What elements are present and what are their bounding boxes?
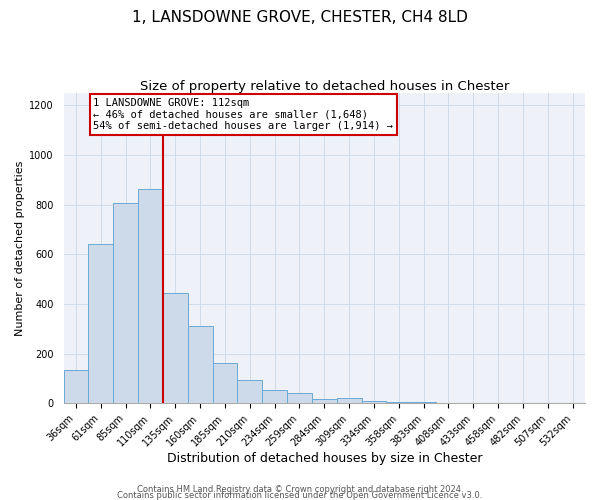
Text: Contains public sector information licensed under the Open Government Licence v3: Contains public sector information licen… (118, 490, 482, 500)
Bar (312, 400, 337, 403)
Text: 1 LANSDOWNE GROVE: 112sqm
← 46% of detached houses are smaller (1,648)
54% of se: 1 LANSDOWNE GROVE: 112sqm ← 46% of detac… (94, 98, 394, 131)
Bar (88, 244, 113, 403)
Bar (287, 393, 312, 403)
Bar (386, 402, 411, 403)
Bar (212, 364, 238, 403)
Bar (138, 188, 163, 403)
Bar (262, 390, 287, 403)
Y-axis label: Number of detached properties: Number of detached properties (15, 160, 25, 336)
Text: 1, LANSDOWNE GROVE, CHESTER, CH4 8LD: 1, LANSDOWNE GROVE, CHESTER, CH4 8LD (132, 10, 468, 25)
Bar (64, 370, 88, 403)
Bar (337, 398, 362, 403)
Bar (163, 293, 188, 403)
Text: Contains HM Land Registry data © Crown copyright and database right 2024.: Contains HM Land Registry data © Crown c… (137, 484, 463, 494)
Bar (238, 380, 262, 403)
Bar (362, 400, 386, 403)
X-axis label: Distribution of detached houses by size in Chester: Distribution of detached houses by size … (167, 452, 482, 465)
Bar (113, 204, 138, 403)
Bar (411, 402, 436, 403)
Title: Size of property relative to detached houses in Chester: Size of property relative to detached ho… (140, 80, 509, 93)
Bar (188, 326, 212, 403)
